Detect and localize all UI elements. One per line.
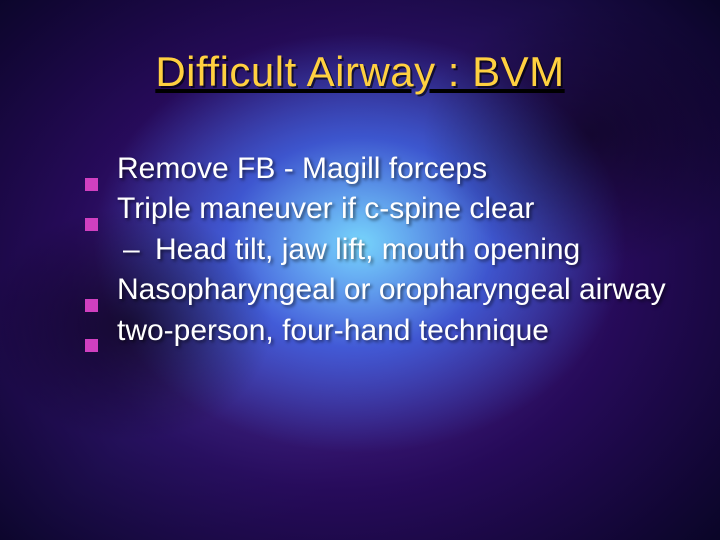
square-bullet-icon — [85, 284, 98, 297]
title-text: Difficult Airway : BVM — [155, 48, 564, 95]
bullet-text: two-person, four-hand technique — [117, 314, 549, 347]
sub-text: Head tilt, jaw lift, mouth opening — [155, 233, 580, 266]
square-bullet-icon — [85, 203, 98, 216]
bullet-text: Nasopharyngeal or oropharyngeal airway — [117, 273, 666, 306]
bullet-text: Remove FB - Magill forceps — [117, 152, 487, 185]
slide: Difficult Airway : BVM Difficult Airway … — [0, 0, 720, 540]
bullet-item: Nasopharyngeal or oropharyngeal airway — [85, 271, 680, 309]
bullet-item: Remove FB - Magill forceps — [85, 150, 680, 188]
slide-title: Difficult Airway : BVM Difficult Airway … — [0, 48, 720, 96]
square-bullet-icon — [85, 163, 98, 176]
bullet-item: Triple maneuver if c-spine clear — [85, 190, 680, 228]
square-bullet-icon — [85, 324, 98, 337]
sub-item: – Head tilt, jaw lift, mouth opening — [85, 231, 680, 269]
bullet-text: Triple maneuver if c-spine clear — [117, 192, 534, 225]
slide-body: Remove FB - Magill forceps Triple maneuv… — [85, 150, 680, 352]
dash-icon: – — [123, 231, 140, 269]
bullet-item: two-person, four-hand technique — [85, 312, 680, 350]
